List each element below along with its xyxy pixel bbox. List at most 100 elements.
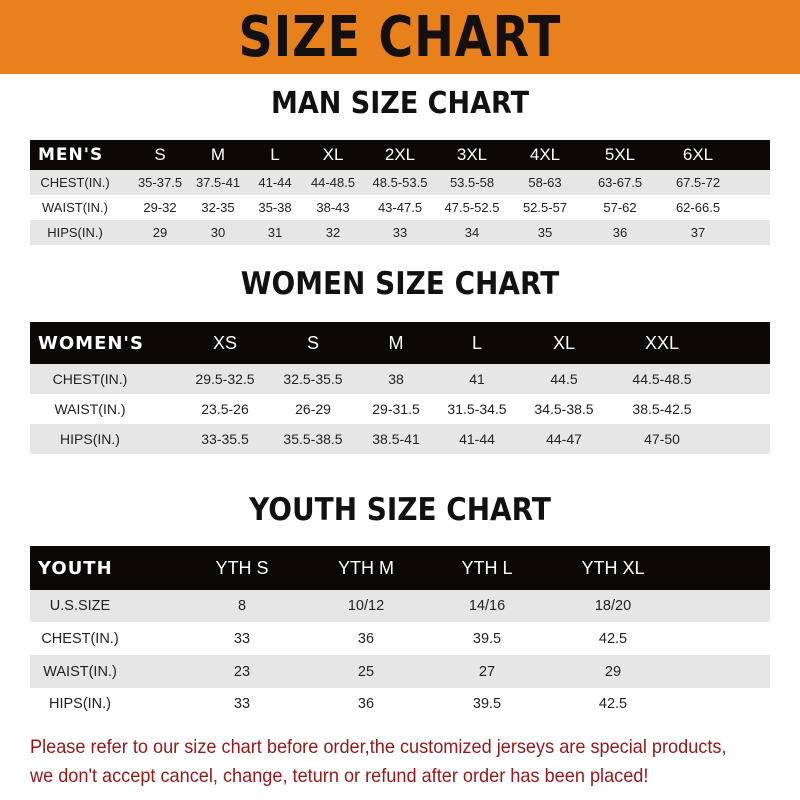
table-cell: 44-47 [546,431,582,447]
table-cell: 39.5 [472,696,502,712]
women-section-title: WOMEN SIZE CHART [240,266,560,302]
youth-size-table: YOUTH YTH S YTH M YTH L YTH XL U.S.SIZE 8 10/12… [30,546,770,720]
table-cell: 29.5-32.5 [195,371,255,387]
size-header-cell: S [306,332,320,353]
table-cell: 14/16 [468,598,506,614]
size-chart-banner: SIZE CHART [0,0,800,74]
table-row: CHEST(IN.) 35-37.5 37.5-41 41-44 44-48.5 48.5… [30,170,770,195]
table-cell: 8 [237,598,247,614]
size-header-cell: L [471,332,483,353]
size-header-cell: L [270,145,280,164]
men-size-table: MEN'S S M L XL 2XL 3XL 4XL 5XL 6XL CHEST(IN.) 35-37… [30,140,770,245]
table-cell: 31 [267,225,283,240]
women-header-row: WOMEN'S XS S M L XL XXL [30,322,770,364]
youth-section-title: YOUTH SIZE CHART [249,492,551,528]
table-row: WAIST(IN.) 23.5-26 26-29 29-31.5 31.5-34.5 34… [30,394,770,424]
table-cell: 32.5-35.5 [283,371,343,387]
table-cell: 37 [690,225,706,240]
table-cell: 29-32 [143,200,177,215]
size-header-cell: 3XL [456,145,488,164]
table-cell: 35 [537,225,553,240]
table-cell: 25 [357,663,375,680]
men-section-title: MAN SIZE CHART [271,86,529,121]
size-header-cell: YTH M [338,557,394,578]
table-cell: 62-66.5 [675,200,721,215]
table-cell: 36 [357,696,375,712]
measure-label-cell: WAIST(IN.) [54,401,126,417]
table-cell: 44.5 [550,371,578,387]
measure-label-cell: WAIST(IN.) [42,200,108,215]
table-cell: 33 [233,696,251,712]
table-cell: 34.5-38.5 [534,401,594,417]
table-cell: 39.5 [472,630,502,647]
table-cell: 29 [152,225,168,240]
table-cell: 27 [478,663,496,680]
table-cell: 38 [388,371,404,387]
table-cell: 47-50 [644,431,680,447]
table-row: HIPS(IN.) 33 36 39.5 42.5 [30,688,770,720]
size-header-cell: 2XL [384,145,416,164]
table-cell: 33 [392,225,408,240]
table-cell: 30 [210,225,226,240]
table-cell: 38.5-41 [372,431,420,447]
table-cell: 48.5-53.5 [372,175,428,190]
table-row: HIPS(IN.) 29 30 31 32 33 34 35 36 37 [30,220,770,245]
table-cell: 42.5 [598,630,628,647]
table-cell: 67.5-72 [675,175,721,190]
table-cell: 29 [604,663,622,680]
table-cell: 41-44 [459,431,495,447]
table-cell: 32 [325,225,341,240]
table-cell: 38-43 [316,200,350,215]
table-cell: 33-35.5 [201,431,249,447]
size-header-cell: YTH L [461,557,513,578]
table-cell: 36 [612,225,628,240]
size-header-cell: M [210,145,226,164]
table-title-cell: WOMEN'S [38,332,144,354]
order-notice-line-2: we don't accept cancel, change, teturn o… [30,765,649,787]
table-cell: 47.5-52.5 [444,200,500,215]
table-cell: 38.5-42.5 [632,401,692,417]
table-cell: 44.5-48.5 [632,371,692,387]
table-cell: 52.5-57 [522,200,568,215]
size-header-cell: XXL [644,332,680,353]
table-title-cell: YOUTH [38,557,113,579]
size-header-cell: M [388,332,404,353]
size-header-cell: XS [212,332,238,353]
measure-label-cell: HIPS(IN.) [48,696,112,712]
table-row: WAIST(IN.) 29-32 32-35 35-38 38-43 43-47.5 47.… [30,195,770,220]
table-cell: 32-35 [201,200,235,215]
table-cell: 29-31.5 [372,401,420,417]
size-header-cell: YTH XL [581,557,645,578]
table-cell: 37.5-41 [195,175,241,190]
measure-label-cell: CHEST(IN.) [40,175,110,190]
size-header-cell: XL [322,145,344,164]
table-row: HIPS(IN.) 33-35.5 35.5-38.5 38.5-41 41-44 44-… [30,424,770,454]
table-cell: 35-38 [258,200,292,215]
table-cell: 63-67.5 [597,175,643,190]
table-cell: 18/20 [594,598,632,614]
youth-header-row: YOUTH YTH S YTH M YTH L YTH XL [30,546,770,590]
measure-label-cell: HIPS(IN.) [47,225,103,240]
measure-label-cell: CHEST(IN.) [41,630,119,647]
table-cell: 43-47.5 [377,200,423,215]
order-notice-line-1: Please refer to our size chart before or… [30,736,727,758]
table-row: U.S.SIZE 8 10/12 14/16 18/20 [30,590,770,622]
table-cell: 35.5-38.5 [283,431,343,447]
table-cell: 44-48.5 [310,175,356,190]
table-title-cell: MEN'S [38,145,104,165]
measure-label-cell: HIPS(IN.) [60,431,120,447]
size-header-cell: S [154,145,166,164]
women-size-table: WOMEN'S XS S M L XL XXL CHEST(IN.) 29.5-32.5 32.5… [30,322,770,454]
table-cell: 35-37.5 [137,175,183,190]
size-header-cell: XL [552,332,576,353]
table-row: CHEST(IN.) 33 36 39.5 42.5 [30,622,770,655]
measure-label-cell: CHEST(IN.) [52,371,128,387]
table-row: WAIST(IN.) 23 25 27 29 [30,655,770,688]
table-cell: 23.5-26 [201,401,249,417]
measure-label-cell: U.S.SIZE [49,598,111,614]
banner-title: SIZE CHART [238,4,562,70]
table-cell: 41-44 [258,175,292,190]
men-header-row: MEN'S S M L XL 2XL 3XL 4XL 5XL 6XL [30,140,770,170]
table-cell: 34 [464,225,480,240]
table-cell: 42.5 [598,696,628,712]
